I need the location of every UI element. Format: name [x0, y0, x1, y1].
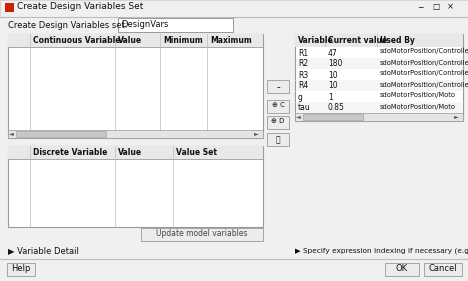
Text: 1: 1	[328, 92, 333, 101]
Text: ▶ Variable Detail: ▶ Variable Detail	[8, 246, 79, 255]
Text: sdoMotorPosition/Moto: sdoMotorPosition/Moto	[380, 92, 456, 99]
Bar	[296, 58, 462, 69]
Bar	[8, 34, 263, 138]
Text: ▶ Specify expression indexing if necessary (e.g., a(3) or s: ▶ Specify expression indexing if necessa…	[295, 248, 468, 255]
Text: 10: 10	[328, 81, 337, 90]
Text: -: -	[276, 82, 280, 92]
Bar	[0, 259, 468, 281]
Text: Cancel: Cancel	[429, 264, 457, 273]
Text: □: □	[432, 2, 439, 11]
Text: R1: R1	[298, 49, 308, 58]
Bar	[141, 228, 263, 241]
Text: ►: ►	[454, 114, 459, 119]
Bar	[267, 80, 289, 93]
Bar	[0, 0, 468, 17]
Text: 180: 180	[328, 60, 343, 69]
Bar	[8, 34, 263, 47]
Text: ◄: ◄	[296, 114, 301, 119]
Bar	[424, 263, 462, 276]
Text: sdoMotorPosition/Moto: sdoMotorPosition/Moto	[380, 103, 456, 110]
Text: Discrete Variable: Discrete Variable	[33, 148, 107, 157]
Bar	[267, 100, 289, 113]
Bar	[118, 18, 233, 32]
Text: Maximum: Maximum	[210, 36, 252, 45]
Text: sdoMotorPosition/Controller:Inte: sdoMotorPosition/Controller:Inte	[380, 81, 468, 87]
Bar	[5, 3, 14, 12]
Text: Create Design Variables Set: Create Design Variables Set	[17, 2, 143, 11]
Text: ─: ─	[418, 2, 423, 11]
Bar	[385, 263, 419, 276]
Bar	[8, 146, 263, 159]
Text: Value: Value	[118, 148, 142, 157]
Text: R3: R3	[298, 71, 308, 80]
Bar	[8, 146, 263, 227]
Text: ×: ×	[447, 2, 454, 11]
Bar	[296, 47, 462, 58]
Text: sdoMotorPosition/Controller:Inte: sdoMotorPosition/Controller:Inte	[380, 71, 468, 76]
Text: tau: tau	[298, 103, 311, 112]
Bar	[295, 34, 463, 121]
Bar	[267, 116, 289, 129]
Text: Current value: Current value	[328, 36, 387, 45]
Text: Help: Help	[11, 264, 31, 273]
Bar	[296, 80, 462, 91]
Text: Minimum: Minimum	[163, 36, 203, 45]
Text: Value Set: Value Set	[176, 148, 217, 157]
Bar	[303, 114, 363, 120]
Text: Continuous Variable: Continuous Variable	[33, 36, 120, 45]
Text: Update model variables: Update model variables	[156, 229, 248, 238]
Text: ►: ►	[254, 131, 259, 136]
Bar	[295, 113, 463, 121]
Text: 0.85: 0.85	[328, 103, 345, 112]
Text: sdoMotorPosition/Controller:Pro: sdoMotorPosition/Controller:Pro	[380, 49, 468, 55]
Text: OK: OK	[396, 264, 408, 273]
Text: 47: 47	[328, 49, 338, 58]
Text: ⊕ C: ⊕ C	[271, 102, 285, 108]
Text: R4: R4	[298, 81, 308, 90]
Text: Create Design Variables set:: Create Design Variables set:	[8, 21, 127, 30]
Bar	[7, 263, 35, 276]
Bar	[8, 130, 263, 138]
Text: Variable: Variable	[298, 36, 334, 45]
Text: DesignVars: DesignVars	[121, 20, 168, 29]
Bar	[296, 102, 462, 113]
Text: 10: 10	[328, 71, 337, 80]
Text: R2: R2	[298, 60, 308, 69]
Bar	[296, 91, 462, 102]
Text: sdoMotorPosition/Controller:Pro: sdoMotorPosition/Controller:Pro	[380, 60, 468, 65]
Text: ⊕ D: ⊕ D	[271, 118, 285, 124]
Bar	[296, 69, 462, 80]
Bar	[295, 34, 463, 47]
Text: 🗑: 🗑	[276, 135, 280, 144]
Text: Used By: Used By	[380, 36, 415, 45]
Text: ◄: ◄	[9, 131, 14, 136]
Bar	[16, 131, 106, 137]
Text: g: g	[298, 92, 303, 101]
Text: Value: Value	[118, 36, 142, 45]
Bar	[267, 133, 289, 146]
